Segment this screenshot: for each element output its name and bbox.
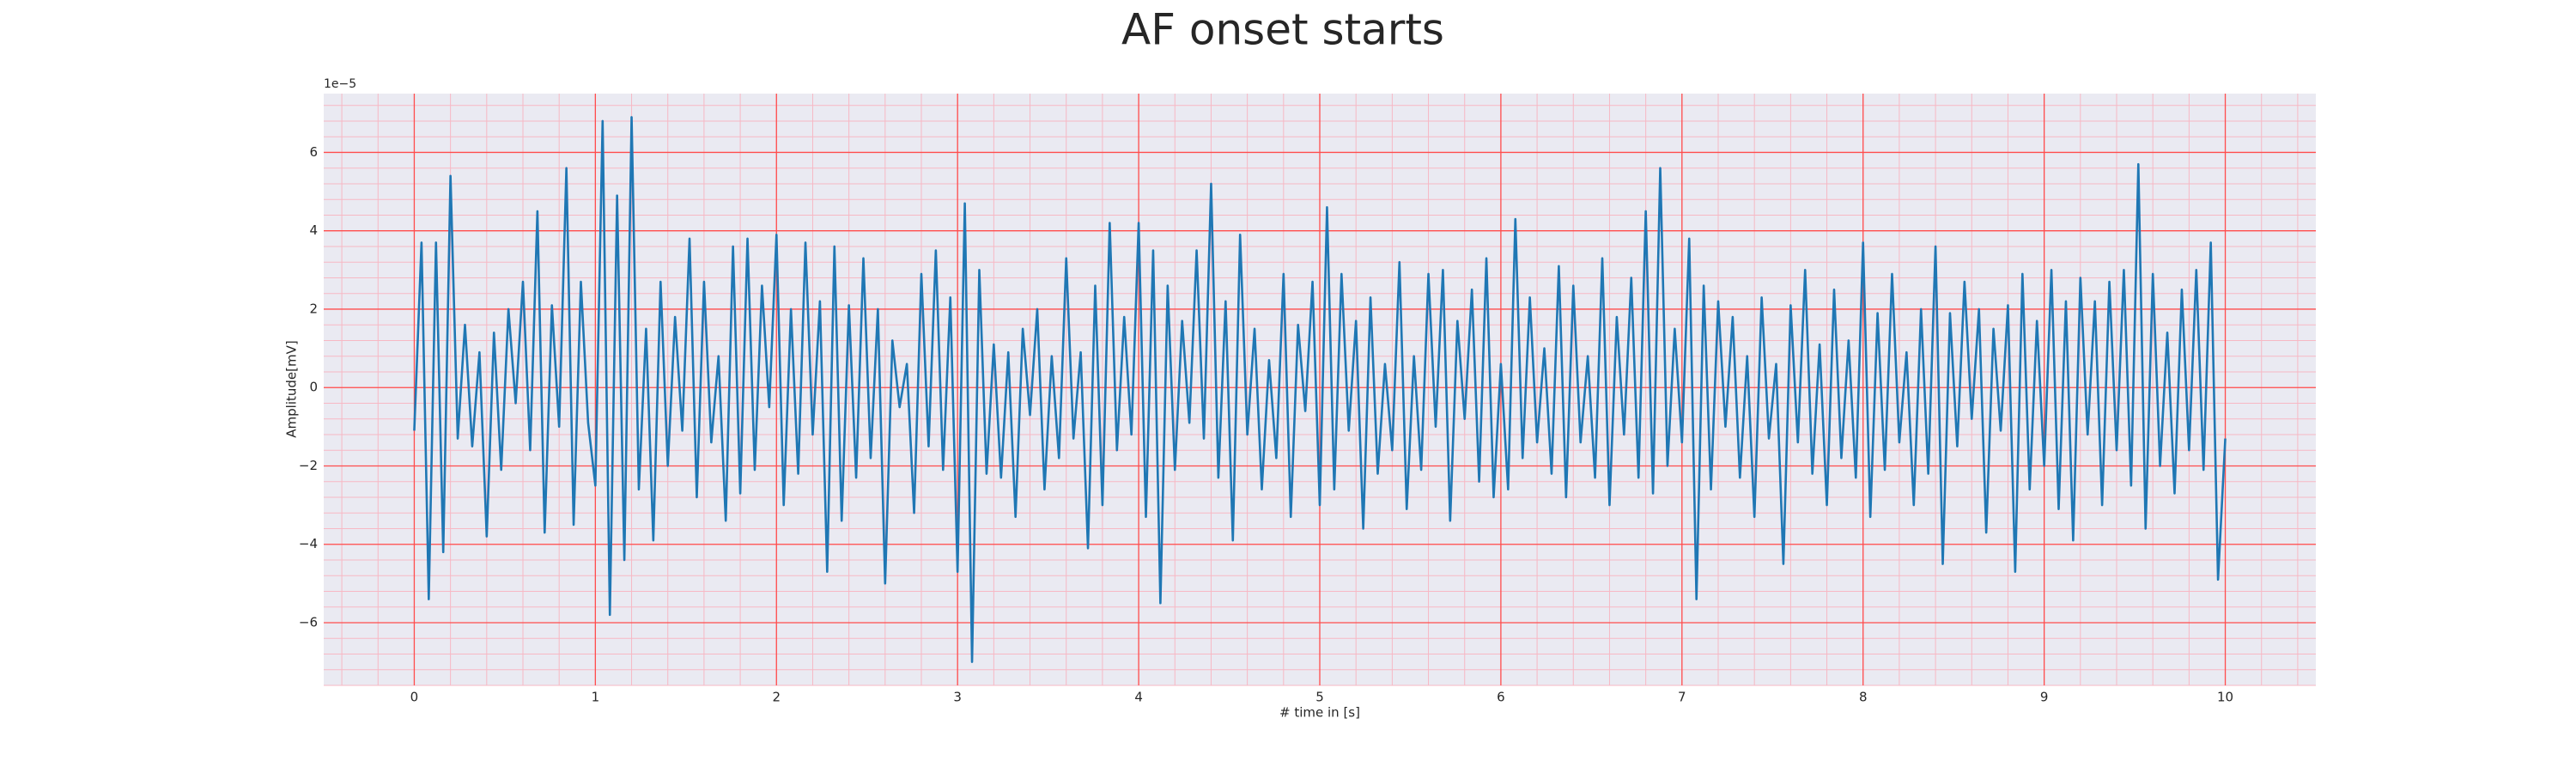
y-tick-label: 6 (309, 144, 318, 160)
y-tick-label: −6 (299, 614, 318, 630)
x-tick-label: 3 (953, 690, 962, 705)
x-tick-label: 1 (592, 690, 600, 705)
y-tick-label: 0 (309, 380, 318, 395)
y-tick-label: −4 (299, 536, 318, 551)
x-tick-label: 5 (1315, 690, 1324, 705)
y-tick-label: 4 (309, 222, 318, 238)
x-tick-label: 4 (1134, 690, 1143, 705)
x-axis-label: # time in [s] (1279, 705, 1360, 721)
y-tick-label: −2 (299, 458, 318, 473)
chart-title: AF onset starts (1121, 5, 1444, 55)
y-tick-label: 2 (309, 301, 318, 316)
x-tick-label: 10 (2217, 690, 2233, 705)
x-tick-label: 6 (1497, 690, 1505, 705)
signal-line (413, 116, 2227, 663)
x-tick-label: 0 (410, 690, 419, 705)
y-offset-label: 1e−5 (324, 77, 356, 91)
x-tick-label: 9 (2040, 690, 2049, 705)
x-tick-label: 2 (772, 690, 781, 705)
y-axis-label: Amplitude[mV] (284, 340, 300, 437)
x-tick-label: 8 (1859, 690, 1868, 705)
x-tick-label: 7 (1678, 690, 1686, 705)
